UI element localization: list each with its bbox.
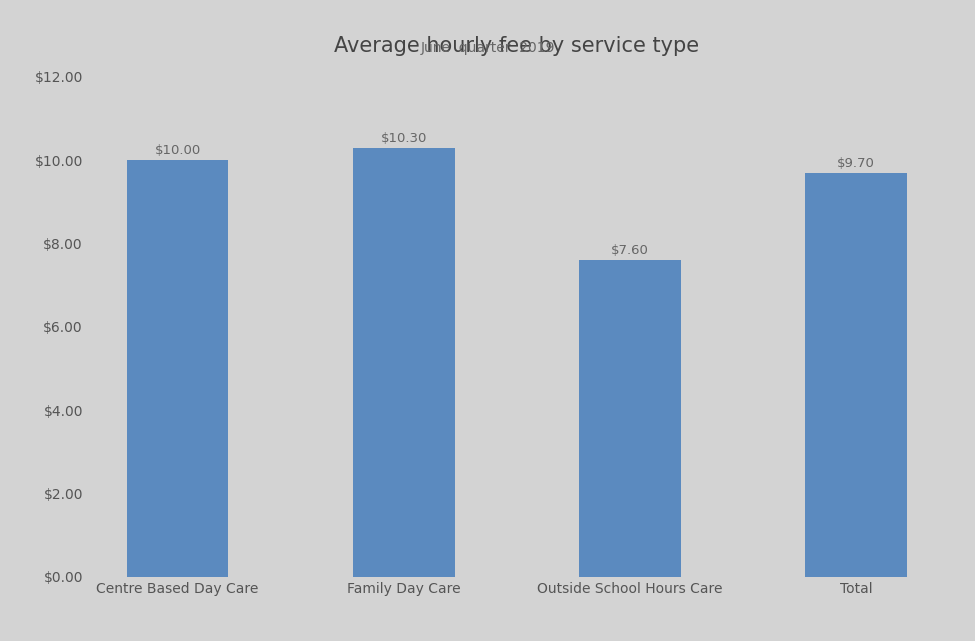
Text: $9.70: $9.70 [837,157,875,170]
Bar [127,160,228,577]
Text: June  quarter  2019: June quarter 2019 [420,41,555,55]
Bar [579,260,681,577]
Title: Average hourly fee by service type: Average hourly fee by service type [334,36,699,56]
Bar [805,172,907,577]
Text: $10.00: $10.00 [154,144,201,157]
Bar [353,147,454,577]
Text: $10.30: $10.30 [380,132,427,145]
Text: $7.60: $7.60 [611,244,648,257]
